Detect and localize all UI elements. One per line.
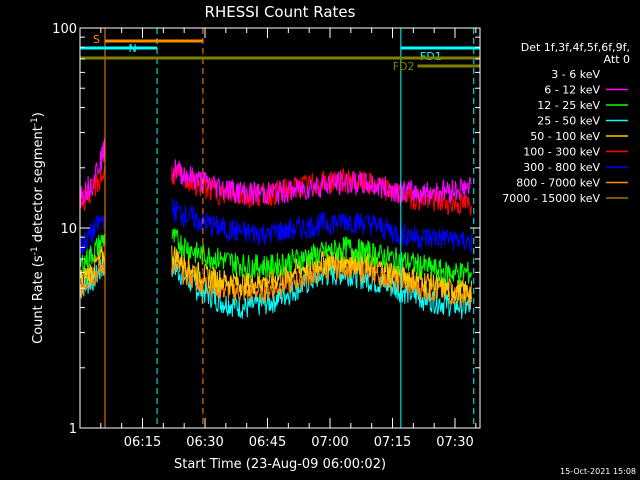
series-line-100-300keV	[171, 163, 473, 216]
legend-label: 7000 - 15000 keV	[502, 192, 600, 205]
series-curves	[79, 138, 473, 319]
y-tick-label: 10	[60, 222, 77, 237]
series-line-25-50keV	[171, 256, 473, 319]
y-axis-label-part: Count Rate (s	[31, 255, 46, 344]
series-line-12-25keV	[79, 234, 106, 275]
chart-title: RHESSI Count Rates	[205, 3, 356, 21]
legend: Det 1f,3f,4f,5f,6f,9f,Att 0 3 - 6 keV 6 - …	[502, 41, 630, 205]
y-axis-label-part: -1	[30, 117, 40, 126]
x-axis-label: Start Time (23-Aug-09 06:00:02)	[174, 457, 386, 472]
legend-label: 100 - 300 keV	[523, 146, 600, 159]
series-line-3-6keV	[171, 177, 473, 236]
x-tick-label: 07:15	[374, 435, 411, 450]
footer-date: 15-Oct-2021 15:08	[560, 467, 636, 476]
event-vertical-lines	[104, 28, 475, 428]
series-line-6-12keV	[171, 159, 472, 206]
series-line-12-25keV	[171, 228, 473, 285]
legend-label: 800 - 7000 keV	[516, 177, 600, 190]
x-axis-ticks: 06:15 06:30 06:45 07:00 07:15 07:30	[100, 28, 477, 450]
legend-label: 300 - 800 keV	[523, 161, 600, 174]
x-tick-label: 07:30	[436, 435, 473, 450]
y-tick-label: 100	[52, 22, 77, 37]
x-tick-label: 06:45	[249, 435, 286, 450]
legend-label: 12 - 25 keV	[537, 99, 600, 112]
legend-label: 50 - 100 keV	[530, 130, 600, 143]
legend-header: Det 1f,3f,4f,5f,6f,9f,	[521, 41, 630, 54]
y-axis-label-part: -1	[30, 246, 40, 255]
y-tick-label: 1	[69, 422, 77, 437]
legend-label: 6 - 12 keV	[544, 84, 600, 97]
x-tick-label: 06:30	[186, 435, 223, 450]
series-line-25-50keV	[79, 259, 106, 298]
legend-header: Att 0	[604, 53, 630, 66]
series-line-6-12keV	[79, 138, 106, 209]
series-line-100-300keV	[79, 166, 106, 211]
y-axis-ticks: 1 10 100	[52, 22, 480, 437]
legend-label: 3 - 6 keV	[551, 68, 600, 81]
flag-label: S	[93, 33, 100, 46]
y-axis-label-part: )	[31, 112, 46, 117]
flag-bars: SNFD1FD2	[80, 33, 480, 73]
x-tick-label: 07:00	[311, 435, 348, 450]
series-line-50-100keV	[171, 245, 473, 304]
flag-label: FD2	[393, 60, 415, 73]
y-axis-label: Count Rate (s-1 detector segment-1)	[30, 112, 46, 344]
series-line-300-800keV	[79, 210, 106, 255]
series-line-3-6keV	[79, 177, 106, 231]
flag-label: N	[129, 42, 137, 55]
x-tick-label: 06:15	[124, 435, 161, 450]
y-axis-label-part: detector segment	[31, 126, 46, 246]
legend-label: 25 - 50 keV	[537, 115, 600, 128]
